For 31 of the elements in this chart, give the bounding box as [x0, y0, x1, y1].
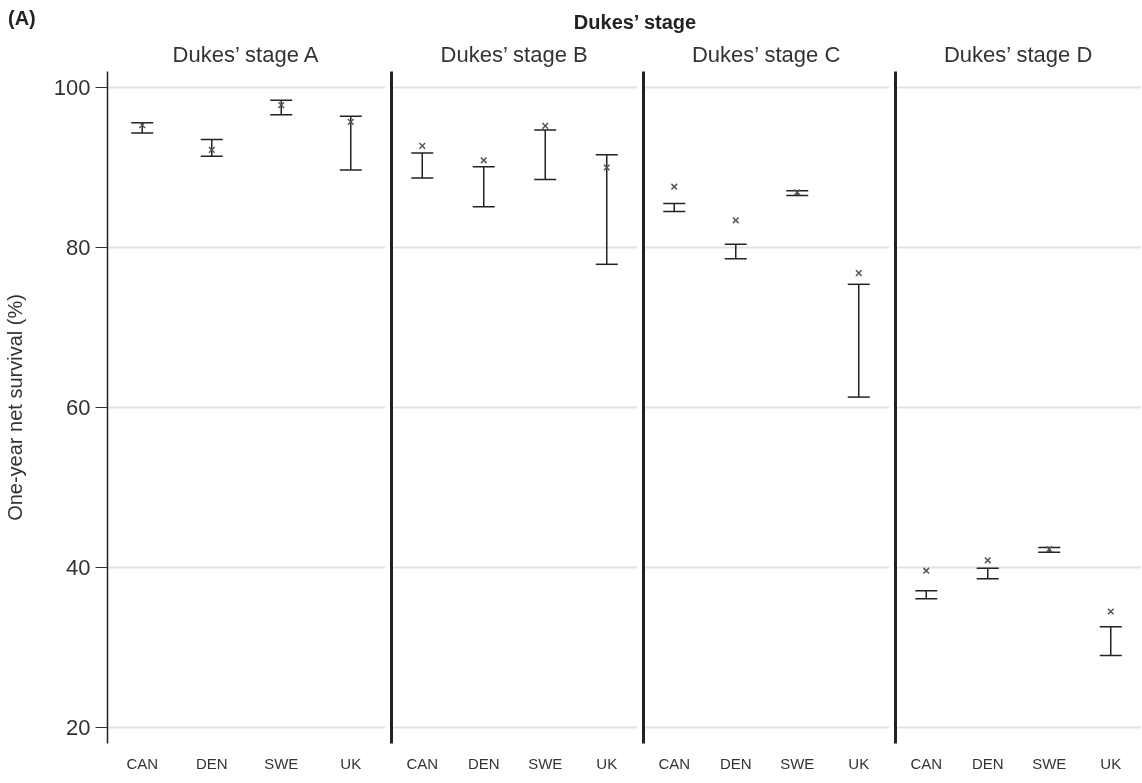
- text: (A): [8, 6, 36, 31]
- chart-title: Dukes’ stage D: [943, 41, 1093, 67]
- x-tick-label: UK: [1100, 754, 1122, 772]
- y-tick-label: 100: [53, 75, 91, 100]
- x-tick-label: DEN: [467, 754, 500, 772]
- y-axis-title: One-year net survival (%): [3, 294, 26, 521]
- x-tick-label: UK: [340, 754, 362, 772]
- chart-title: Dukes’ stage C: [691, 41, 841, 67]
- x-tick-label: CAN: [910, 754, 943, 772]
- x-tick-label: SWE: [780, 754, 815, 772]
- x-tick-label: SWE: [264, 754, 299, 772]
- x-tick-label: DEN: [971, 754, 1004, 772]
- y-tick-label: 80: [66, 235, 91, 260]
- chart-title: Dukes’ stage A: [172, 41, 319, 67]
- y-tick-label: 40: [66, 555, 91, 580]
- point: [480, 156, 488, 164]
- text: Dukes’ stage: [573, 11, 697, 33]
- x-tick-label: CAN: [658, 754, 691, 772]
- x-tick-label: DEN: [719, 754, 752, 772]
- x-tick-label: CAN: [406, 754, 439, 772]
- y-tick-label: 60: [66, 395, 91, 420]
- x-tick-label: DEN: [195, 754, 228, 772]
- x-tick-label: CAN: [126, 754, 159, 772]
- x-tick-label: SWE: [528, 754, 563, 772]
- point: [732, 216, 740, 224]
- point: [984, 556, 992, 564]
- x-tick-label: UK: [848, 754, 870, 772]
- x-tick-label: UK: [596, 754, 618, 772]
- x-tick-label: SWE: [1032, 754, 1067, 772]
- y-tick-label: 20: [66, 715, 91, 740]
- chart-title: Dukes’ stage B: [440, 41, 588, 67]
